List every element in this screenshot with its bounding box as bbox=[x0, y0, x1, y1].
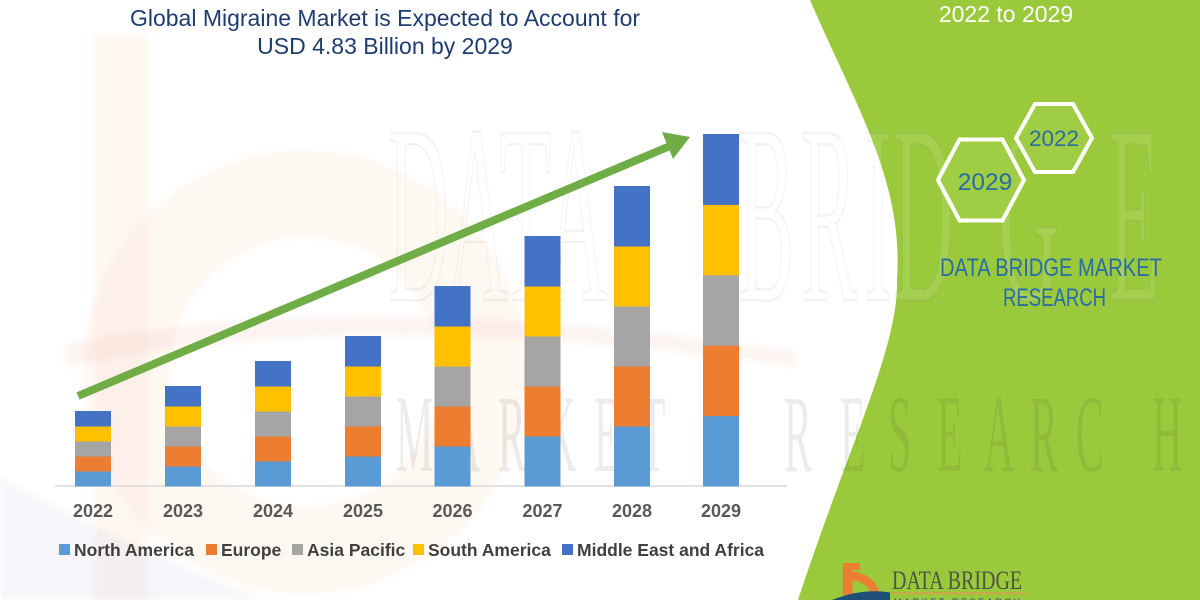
svg-text:R: R bbox=[801, 74, 857, 356]
svg-text:DATA BRIDGE MARKET: DATA BRIDGE MARKET bbox=[940, 254, 1162, 282]
svg-text:H: H bbox=[1152, 373, 1182, 495]
svg-text:2029: 2029 bbox=[958, 169, 1013, 196]
svg-text:RESEARCH: RESEARCH bbox=[1003, 284, 1106, 312]
svg-text:2022: 2022 bbox=[1029, 126, 1079, 151]
svg-text:MARKET RESEARCH: MARKET RESEARCH bbox=[894, 597, 1020, 600]
svg-text:I: I bbox=[864, 74, 892, 356]
svg-text:S: S bbox=[888, 373, 911, 495]
svg-text:A: A bbox=[984, 373, 1014, 495]
svg-text:D: D bbox=[893, 74, 954, 356]
svg-text:C: C bbox=[1076, 373, 1104, 495]
svg-text:R: R bbox=[784, 373, 812, 495]
svg-text:E: E bbox=[1108, 74, 1159, 356]
svg-text:R: R bbox=[498, 373, 526, 495]
svg-text:B: B bbox=[738, 74, 794, 356]
svg-text:DATA BRIDGE: DATA BRIDGE bbox=[892, 567, 1022, 596]
svg-text:M: M bbox=[396, 373, 433, 495]
svg-text:E: E bbox=[840, 373, 866, 495]
svg-text:E: E bbox=[937, 373, 963, 495]
svg-text:R: R bbox=[1030, 373, 1058, 495]
